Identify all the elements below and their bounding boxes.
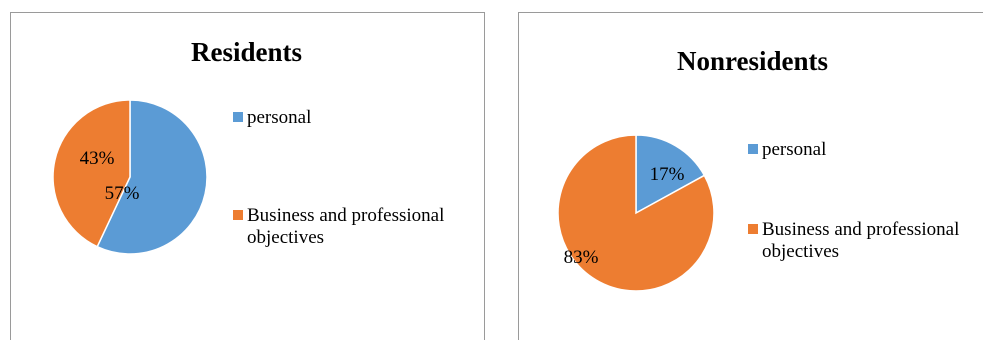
pie-slice-personal <box>96 99 208 255</box>
nonresidents-chart-panel: Nonresidents 17% 83% personal Business an… <box>518 12 983 340</box>
legend-swatch-personal <box>233 112 243 122</box>
residents-chart-panel: Residents 57% 43% personal Business and p… <box>10 12 485 340</box>
legend-item-business: Business and professional objectives <box>233 205 473 249</box>
legend-label: Business and professional objectives <box>247 205 445 248</box>
data-label-personal: 17% <box>650 164 685 185</box>
pie-slice-business <box>52 99 131 248</box>
legend-item-personal: personal <box>748 139 826 161</box>
data-label-business: 83% <box>564 247 599 268</box>
data-label-business: 43% <box>80 148 115 169</box>
legend-swatch-personal <box>748 144 758 154</box>
chart-title: Nonresidents <box>677 46 829 76</box>
legend-swatch-business <box>233 210 243 220</box>
pie-slice-business <box>557 134 715 292</box>
nonresidents-pie: 17% 83% <box>557 134 715 292</box>
legend-swatch-business <box>748 224 758 234</box>
chart-title: Residents <box>191 37 303 67</box>
legend-item-personal: personal <box>233 107 311 129</box>
legend-label: personal <box>762 139 827 160</box>
legend-label: personal <box>247 107 312 128</box>
data-label-personal: 57% <box>105 183 140 204</box>
residents-pie: 57% 43% <box>52 99 208 255</box>
legend-label: Business and professional objectives <box>762 219 960 262</box>
pie-slice-personal <box>635 134 706 215</box>
legend-item-business: Business and professional objectives <box>748 219 978 263</box>
